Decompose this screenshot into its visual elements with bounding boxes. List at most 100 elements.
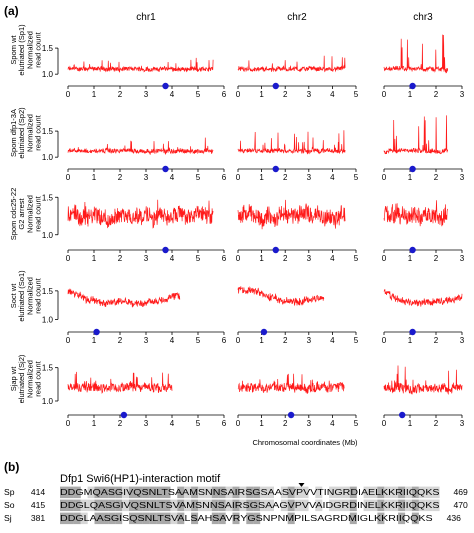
alignment-shade	[411, 499, 419, 512]
alignment-shade	[260, 499, 268, 512]
alignment-shade	[253, 512, 261, 525]
alignment-shade	[66, 512, 74, 525]
alignment-shade	[377, 486, 385, 499]
alignment-shade	[191, 486, 199, 499]
row-label: Spom wtelutriated (Sp1)Normalizedread co…	[9, 24, 43, 76]
motif-arrow-icon	[298, 483, 305, 487]
alignment-shade	[218, 512, 226, 525]
x-tick-label: 5	[354, 336, 359, 345]
alignment-shade	[94, 499, 102, 512]
x-tick-label: 1	[92, 336, 97, 345]
alignment-shade	[336, 499, 343, 512]
alignment-shade	[101, 499, 109, 512]
row-label: Sjap wtelutriated (Sj2)Normalizedread co…	[9, 354, 43, 403]
alignment-shade	[170, 512, 178, 525]
x-tick-label: 5	[196, 254, 201, 263]
x-tick-label: 4	[170, 419, 175, 428]
x-tick-label: 0	[236, 336, 241, 345]
signal-line-chr3	[383, 289, 463, 307]
column-title-chr1: chr1	[136, 12, 156, 23]
alignment-shade	[377, 499, 385, 512]
alignment-shade	[129, 499, 136, 512]
x-tick-label: 6	[222, 419, 227, 428]
sequence-end: 470	[454, 500, 469, 510]
alignment-shade	[398, 512, 406, 525]
x-tick-label: 2	[283, 90, 288, 99]
x-tick-label: 1	[259, 173, 264, 182]
centromere-dot-chr3	[409, 165, 416, 173]
alignment-shade	[122, 499, 130, 512]
alignment-shade	[405, 486, 412, 499]
alignment-shade	[405, 499, 412, 512]
alignment-shade	[211, 499, 219, 512]
alignment-shade	[315, 486, 323, 499]
alignment-shade	[287, 486, 295, 499]
sequence-So: DDGLQASGIVQSNLTSVAMSNNSAIRSGSAAGVPVVAIDG…	[60, 500, 440, 510]
alignment-shade	[218, 499, 226, 512]
alignment-shade	[129, 486, 136, 499]
x-tick-label: 2	[283, 173, 288, 182]
x-tick-label: 4	[330, 336, 335, 345]
x-tick-label: 3	[144, 173, 149, 182]
x-tick-label: 3	[460, 254, 465, 263]
x-tick-label: 2	[434, 173, 439, 182]
x-tick-label: 0	[236, 90, 241, 99]
x-tick-label: 0	[236, 419, 241, 428]
centromere-dot-chr1	[93, 328, 100, 336]
alignment-shade	[398, 499, 406, 512]
alignment-shade	[122, 486, 130, 499]
row-label: Spom cdc25-22G2 arrestNormalizedread cou…	[9, 188, 43, 241]
alignment-shade	[287, 512, 295, 525]
signal-line-chr1	[67, 137, 214, 156]
centromere-dot-chr1	[162, 246, 169, 254]
alignment-shade	[342, 499, 350, 512]
row-label: Soct wtelutriated (So1)Normalizedread co…	[9, 270, 43, 322]
alignment-shade	[239, 499, 247, 512]
alignment-shade	[115, 499, 123, 512]
x-tick-label: 3	[460, 336, 465, 345]
alignment-shade	[246, 512, 254, 525]
x-tick-label: 1	[408, 336, 413, 345]
alignment-shade	[80, 499, 88, 512]
alignment-shade	[301, 486, 309, 499]
alignment-shade	[135, 512, 143, 525]
alignment-shade	[432, 486, 440, 499]
signal-line-chr1	[67, 288, 181, 308]
x-tick-label: 2	[434, 254, 439, 263]
signal-line-chr1	[67, 57, 214, 73]
centromere-dot-chr1	[162, 165, 169, 173]
alignment-shade	[232, 512, 240, 525]
alignment-shade	[101, 486, 109, 499]
signal-line-chr3	[383, 34, 449, 74]
alignment-shade	[253, 499, 261, 512]
alignment-shade	[149, 499, 157, 512]
alignment-shade	[425, 499, 433, 512]
alignment-shade	[349, 512, 357, 525]
sequence-name-Sp: Sp	[4, 487, 15, 497]
y-tick-label: 1.5	[42, 287, 54, 296]
x-tick-label: 0	[236, 173, 241, 182]
x-tick-label: 2	[118, 90, 123, 99]
x-tick-label: 6	[222, 173, 227, 182]
alignment-shade	[315, 499, 323, 512]
centromere-dot-chr2	[272, 165, 279, 173]
alignment-shade	[349, 486, 357, 499]
sequence-start: 414	[31, 487, 46, 497]
alignment-shade	[280, 499, 288, 512]
x-tick-label: 0	[382, 419, 387, 428]
x-tick-label: 0	[66, 173, 71, 182]
x-tick-label: 5	[354, 90, 359, 99]
alignment-shade	[232, 499, 240, 512]
x-tick-label: 0	[66, 419, 71, 428]
x-tick-label: 5	[196, 173, 201, 182]
alignment-shade	[156, 499, 164, 512]
column-title-chr3: chr3	[413, 12, 433, 23]
x-tick-label: 3	[144, 90, 149, 99]
chart-row-3: Spom cdc25-22G2 arrestNormalizedread cou…	[9, 188, 465, 263]
centromere-dot-chr2	[287, 411, 295, 419]
x-tick-label: 4	[330, 90, 335, 99]
x-tick-label: 1	[259, 90, 264, 99]
panel-b-label: (b)	[4, 460, 19, 474]
x-tick-label: 4	[170, 254, 175, 263]
column-title-chr2: chr2	[287, 12, 307, 23]
